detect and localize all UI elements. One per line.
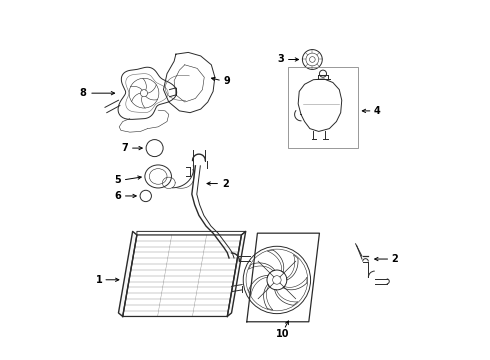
Text: 4: 4 <box>373 106 380 116</box>
Text: 5: 5 <box>114 175 121 185</box>
Text: 2: 2 <box>391 254 398 264</box>
Polygon shape <box>227 231 245 316</box>
Text: 2: 2 <box>222 179 228 189</box>
Text: 1: 1 <box>96 275 102 285</box>
Text: 9: 9 <box>224 76 231 86</box>
Text: 8: 8 <box>79 88 86 98</box>
Bar <box>288 67 358 148</box>
Polygon shape <box>119 231 137 316</box>
Text: 6: 6 <box>115 191 122 201</box>
Text: 10: 10 <box>276 329 290 339</box>
Text: 3: 3 <box>278 54 285 64</box>
Text: 7: 7 <box>122 143 128 153</box>
